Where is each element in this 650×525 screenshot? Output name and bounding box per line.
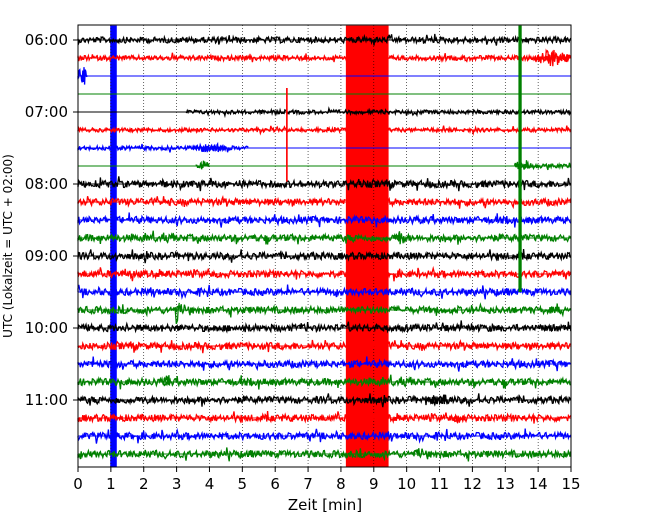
- trace-burst: [534, 48, 572, 67]
- x-tick-label: 9: [369, 475, 379, 493]
- trace-waveform: [77, 284, 572, 300]
- trace-waveform: [77, 427, 572, 444]
- x-tick-label: 4: [205, 475, 215, 493]
- x-axis-ticks: 0 1 2 3 4 5 6 7 8 9 10 11 12 13 14 15: [73, 467, 581, 493]
- x-tick-label: 14: [529, 475, 548, 493]
- trace-waveform: [77, 212, 572, 228]
- trace-waveform: [77, 338, 572, 354]
- y-tick-label: 11:00: [25, 391, 68, 409]
- event-green-spike: [518, 25, 522, 292]
- trace-burst: [77, 67, 89, 85]
- x-tick-label: 13: [496, 475, 515, 493]
- trace-waveform: [77, 302, 572, 318]
- y-tick-label: 06:00: [25, 31, 68, 49]
- trace-waveform: [77, 320, 572, 334]
- trace-waveform: [77, 230, 572, 245]
- x-tick-label: 5: [238, 475, 248, 493]
- event-red-band: [345, 25, 389, 467]
- trace-burst: [392, 231, 407, 245]
- event-bands: [110, 25, 389, 467]
- trace-waveform: [77, 176, 572, 192]
- trace-waveform: [77, 265, 572, 282]
- trace-waveform: [77, 410, 572, 426]
- trace-burst: [452, 413, 466, 424]
- x-tick-label: 15: [561, 475, 580, 493]
- trace-burst: [195, 160, 210, 170]
- trace-waveform: [77, 125, 572, 137]
- x-tick-label: 2: [139, 475, 149, 493]
- y-tick-label: 07:00: [25, 103, 68, 121]
- trace-waveform: [77, 248, 571, 264]
- trace-burst: [425, 394, 453, 407]
- trace-waveform: [513, 160, 571, 171]
- event-blue-band: [110, 25, 117, 467]
- x-axis-label: Zeit [min]: [288, 496, 362, 514]
- y-tick-label: 08:00: [25, 175, 68, 193]
- trace-lines: [77, 33, 572, 462]
- x-tick-label: 12: [463, 475, 482, 493]
- trace-waveform: [77, 33, 572, 46]
- x-tick-label: 3: [172, 475, 182, 493]
- trace-burst: [172, 302, 180, 325]
- x-tick-label: 6: [270, 475, 280, 493]
- trace-waveform: [77, 393, 572, 408]
- trace-waveform: [77, 194, 572, 210]
- x-tick-label: 8: [336, 475, 346, 493]
- x-tick-label: 0: [73, 475, 83, 493]
- trace-burst: [514, 160, 532, 172]
- y-tick-label: 10:00: [25, 319, 68, 337]
- trace-waveform: [77, 374, 571, 390]
- trace-burst: [192, 141, 226, 153]
- y-axis-ticks: 06:00 07:00 08:00 09:00 10:00 11:00: [25, 31, 78, 409]
- x-tick-label: 10: [397, 475, 416, 493]
- trace-waveform: [77, 52, 572, 63]
- trace-waveform: [185, 106, 572, 119]
- x-tick-label: 11: [430, 475, 449, 493]
- event-overlays: [286, 25, 522, 292]
- plot-frame: [77, 24, 572, 468]
- x-tick-label: 7: [303, 475, 313, 493]
- x-tick-label: 1: [106, 475, 116, 493]
- trace-burst: [162, 375, 171, 386]
- trace-waveform: [77, 356, 572, 372]
- trace-waveform: [77, 447, 572, 462]
- y-axis-label: UTC (Lokalzeit = UTC + 02:00): [1, 154, 15, 338]
- y-tick-label: 09:00: [25, 247, 68, 265]
- event-red-spike: [286, 88, 288, 182]
